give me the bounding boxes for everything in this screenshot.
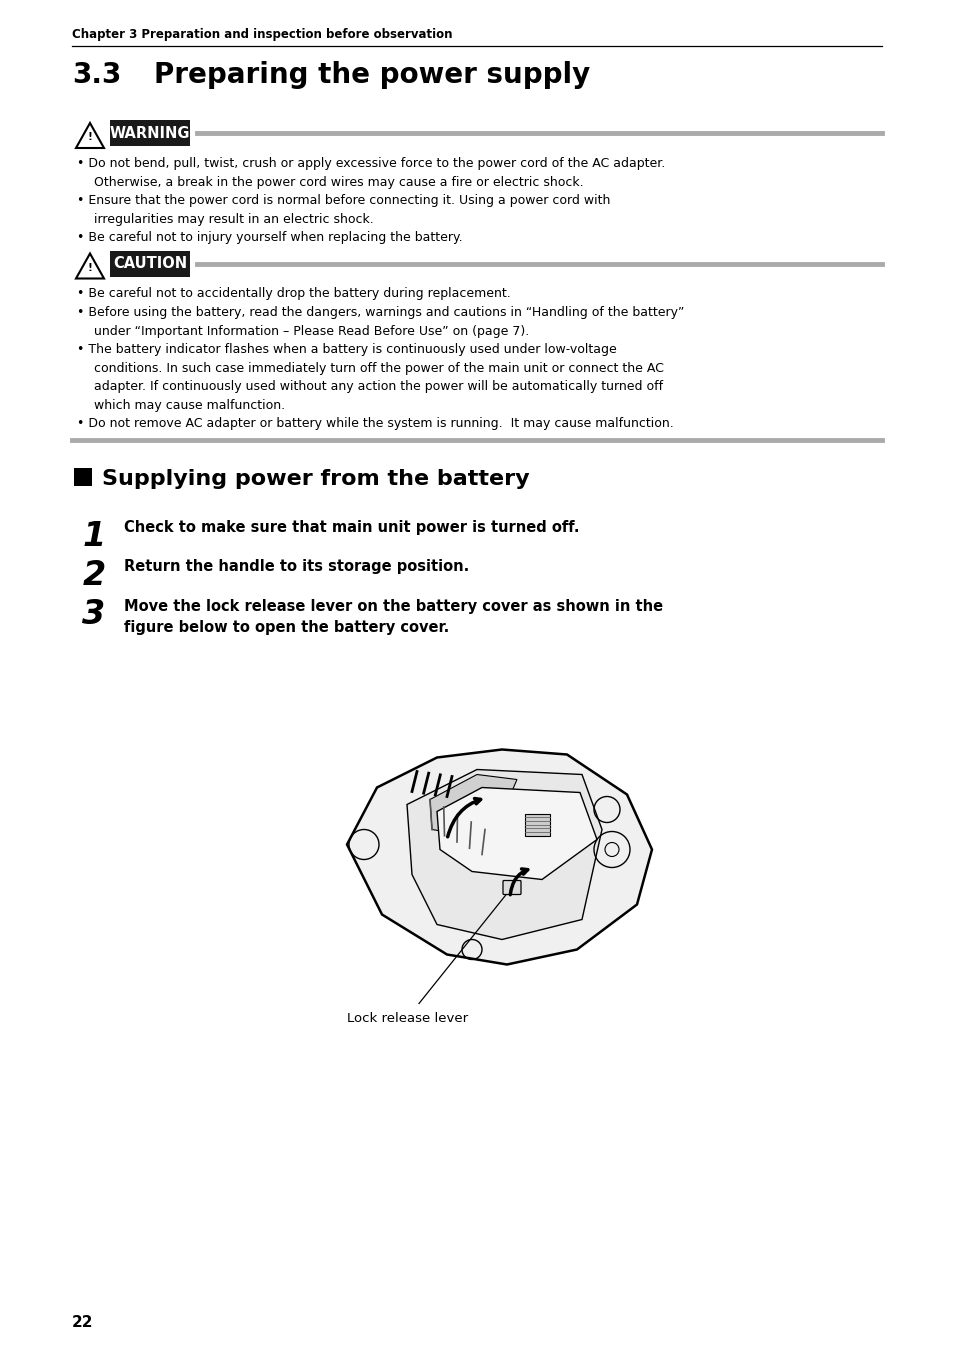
Text: • The battery indicator flashes when a battery is continuously used under low-vo: • The battery indicator flashes when a b… <box>77 343 616 356</box>
Text: which may cause malfunction.: which may cause malfunction. <box>94 399 285 411</box>
Text: • Before using the battery, read the dangers, warnings and cautions in “Handling: • Before using the battery, read the dan… <box>77 306 683 319</box>
Text: 22: 22 <box>71 1315 93 1330</box>
Text: 3: 3 <box>82 599 106 631</box>
Text: Return the handle to its storage position.: Return the handle to its storage positio… <box>124 558 469 575</box>
Text: 2: 2 <box>82 558 106 592</box>
Text: Move the lock release lever on the battery cover as shown in the: Move the lock release lever on the batte… <box>124 599 662 614</box>
Text: !: ! <box>88 132 92 142</box>
Text: • Be careful not to injury yourself when replacing the battery.: • Be careful not to injury yourself when… <box>77 231 462 243</box>
Text: figure below to open the battery cover.: figure below to open the battery cover. <box>124 621 449 635</box>
FancyBboxPatch shape <box>110 120 190 146</box>
Text: conditions. In such case immediately turn off the power of the main unit or conn: conditions. In such case immediately tur… <box>94 361 663 375</box>
Polygon shape <box>347 749 651 964</box>
Text: CAUTION: CAUTION <box>112 256 187 270</box>
FancyBboxPatch shape <box>524 814 549 836</box>
Text: 1: 1 <box>82 519 106 553</box>
Text: • Be careful not to accidentally drop the battery during replacement.: • Be careful not to accidentally drop th… <box>77 288 510 300</box>
Text: WARNING: WARNING <box>110 126 190 141</box>
Polygon shape <box>430 775 517 834</box>
Text: • Do not bend, pull, twist, crush or apply excessive force to the power cord of : • Do not bend, pull, twist, crush or app… <box>77 157 664 170</box>
FancyBboxPatch shape <box>502 880 520 895</box>
Text: 3.3: 3.3 <box>71 61 121 89</box>
Text: adapter. If continuously used without any action the power will be automatically: adapter. If continuously used without an… <box>94 380 662 393</box>
Text: Otherwise, a break in the power cord wires may cause a fire or electric shock.: Otherwise, a break in the power cord wir… <box>94 176 583 188</box>
Text: Lock release lever: Lock release lever <box>347 1011 468 1025</box>
Text: • Ensure that the power cord is normal before connecting it. Using a power cord : • Ensure that the power cord is normal b… <box>77 193 610 207</box>
Polygon shape <box>407 769 601 940</box>
FancyBboxPatch shape <box>74 468 91 485</box>
Text: • Do not remove AC adapter or battery while the system is running.  It may cause: • Do not remove AC adapter or battery wh… <box>77 416 673 430</box>
Polygon shape <box>436 787 597 880</box>
Text: Supplying power from the battery: Supplying power from the battery <box>102 469 529 488</box>
Text: Preparing the power supply: Preparing the power supply <box>153 61 590 89</box>
Text: irregularities may result in an electric shock.: irregularities may result in an electric… <box>94 212 374 226</box>
Text: !: ! <box>88 264 92 273</box>
Text: Chapter 3 Preparation and inspection before observation: Chapter 3 Preparation and inspection bef… <box>71 28 452 41</box>
Text: Check to make sure that main unit power is turned off.: Check to make sure that main unit power … <box>124 519 578 534</box>
Text: under “Important Information – Please Read Before Use” on (page 7).: under “Important Information – Please Re… <box>94 324 529 338</box>
FancyBboxPatch shape <box>110 250 190 277</box>
